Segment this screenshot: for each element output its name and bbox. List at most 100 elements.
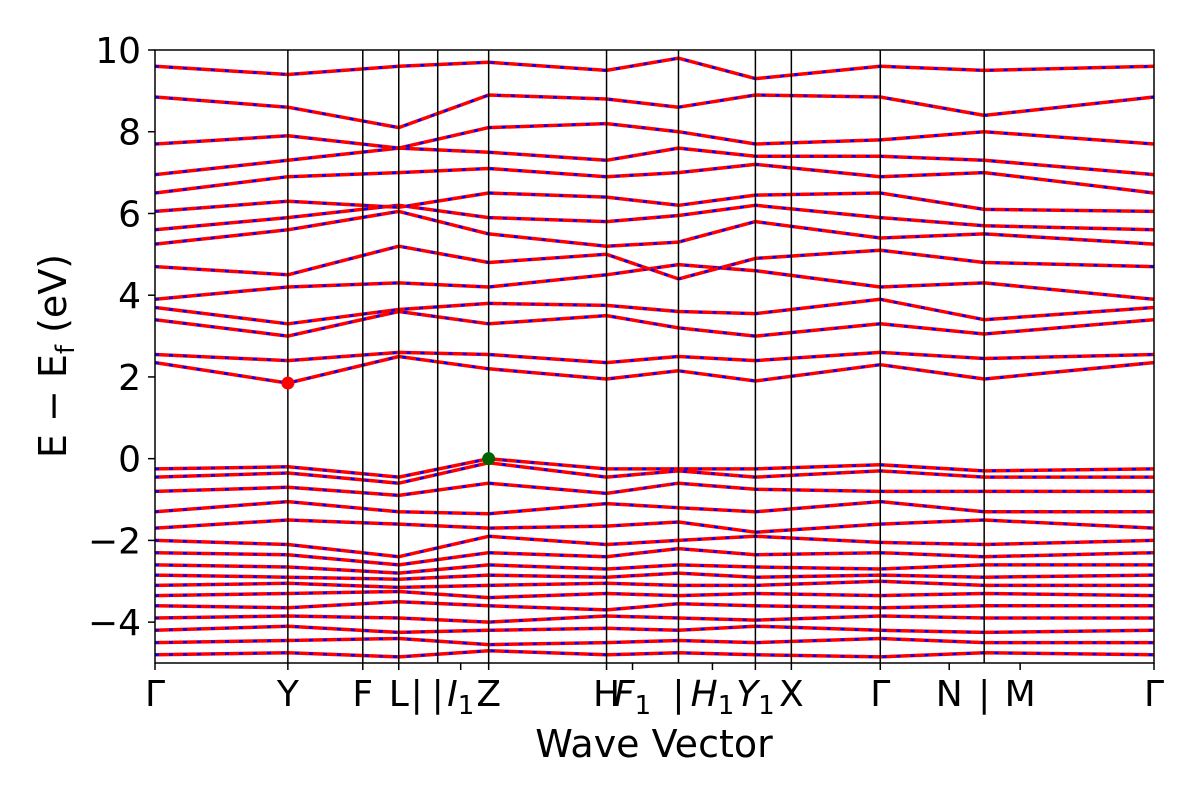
band-valence-26	[155, 614, 1154, 624]
y-tick-label: 6	[118, 194, 141, 235]
band-conduction-9	[155, 162, 1154, 195]
band-conduction-6	[155, 209, 1154, 248]
x-tick-label: F1	[614, 674, 651, 721]
band-line	[155, 191, 1154, 214]
band-line	[155, 262, 1154, 302]
band-line	[155, 563, 1154, 575]
band-conduction-7	[155, 203, 1154, 232]
cbm-marker	[281, 376, 295, 390]
band-valence-17	[155, 499, 1154, 516]
x-tick-label: Y	[276, 674, 300, 715]
band-valence-27	[155, 624, 1154, 635]
band-conduction-11	[155, 121, 1154, 150]
band-line	[155, 648, 1154, 659]
y-axis-label-main: E − E	[31, 354, 75, 458]
x-axis-label: Wave Vector	[535, 722, 773, 766]
band-line	[155, 589, 1154, 600]
band-valence-28	[155, 636, 1154, 647]
band-line-dashed	[155, 163, 1154, 195]
band-line	[155, 162, 1154, 195]
band-conduction-5	[155, 244, 1154, 281]
band-line	[155, 56, 1154, 81]
band-line-dashed	[155, 355, 1154, 385]
x-tick-label: H1	[691, 674, 735, 721]
x-tick-label: |	[432, 674, 444, 715]
plot-frame	[154, 49, 1155, 664]
x-tick-label: Γ	[870, 674, 890, 715]
band-line	[155, 534, 1154, 559]
band-conduction-10	[155, 146, 1154, 177]
band-conduction-13	[155, 56, 1154, 81]
band-conduction-3	[155, 297, 1154, 326]
x-tick-label: |	[411, 674, 423, 715]
x-tick-label: |	[978, 674, 990, 715]
y-axis-label-unit: (eV)	[31, 254, 75, 345]
y-tick-label: −2	[88, 521, 141, 562]
x-tick-label: I1	[447, 674, 474, 721]
band-conduction-0	[155, 354, 1154, 385]
x-tick-label: N	[936, 674, 963, 715]
x-tick-label: Γ	[145, 674, 165, 715]
band-line	[155, 350, 1154, 365]
band-line	[155, 579, 1154, 590]
band-line	[155, 499, 1154, 516]
band-line	[155, 518, 1154, 534]
band-line	[155, 244, 1154, 281]
band-line-dashed	[155, 122, 1154, 150]
x-axis-kpoints: Γ Y F L | | I1 Z HF1 | H1 Y1 X Γ N | M Γ	[145, 663, 1164, 721]
x-tick-label: |	[672, 674, 684, 715]
band-line	[155, 146, 1154, 177]
band-line-dashed	[155, 461, 1154, 485]
x-tick-label: F	[352, 674, 373, 715]
band-conduction-12	[155, 93, 1154, 130]
band-line	[155, 546, 1154, 567]
band-line-dashed	[155, 93, 1154, 129]
y-tick-label: 4	[118, 276, 141, 317]
x-tick-label: Z	[476, 674, 501, 715]
y-tick-label: 10	[95, 31, 141, 72]
band-line-dashed	[155, 310, 1154, 338]
band-line	[155, 297, 1154, 326]
band-valence-23	[155, 579, 1154, 590]
band-line	[155, 599, 1154, 612]
band-line-dashed	[155, 457, 1154, 479]
y-axis-label-subscript: f	[51, 344, 81, 354]
x-tick-label: X	[779, 674, 804, 715]
band-valence-19	[155, 534, 1154, 559]
band-line	[155, 571, 1154, 581]
band-line	[155, 636, 1154, 647]
y-tick-label: −4	[88, 603, 141, 644]
y-tick-label: 2	[118, 358, 141, 399]
band-line	[155, 624, 1154, 635]
band-conduction-8	[155, 191, 1154, 214]
band-conduction-4	[155, 262, 1154, 302]
x-tick-label: M	[1005, 674, 1036, 715]
band-line	[155, 93, 1154, 130]
high-symmetry-lines	[287, 50, 985, 663]
band-lines	[155, 56, 1154, 659]
y-tick-label: 0	[118, 440, 141, 481]
vbm-marker	[482, 452, 496, 466]
band-line-dashed	[155, 535, 1154, 558]
band-line	[155, 461, 1154, 485]
band-valence-25	[155, 599, 1154, 612]
y-tick-label: 8	[118, 113, 141, 154]
x-tick-label: L	[389, 674, 409, 715]
band-line-dashed	[155, 210, 1154, 248]
band-line	[155, 481, 1154, 498]
band-valence-21	[155, 563, 1154, 575]
band-valence-22	[155, 571, 1154, 581]
band-valence-24	[155, 589, 1154, 600]
band-conduction-1	[155, 350, 1154, 365]
band-valence-14	[155, 456, 1154, 479]
band-valence-15	[155, 461, 1154, 485]
x-tick-label: Γ	[1144, 674, 1164, 715]
band-line	[155, 614, 1154, 624]
y-axis: −4 −2 0 2 4 6 8 10	[88, 31, 155, 644]
y-axis-label: E − Ef (eV)	[31, 254, 81, 458]
band-valence-29	[155, 648, 1154, 659]
band-valence-16	[155, 481, 1154, 498]
band-valence-18	[155, 518, 1154, 534]
band-conduction-2	[155, 309, 1154, 338]
